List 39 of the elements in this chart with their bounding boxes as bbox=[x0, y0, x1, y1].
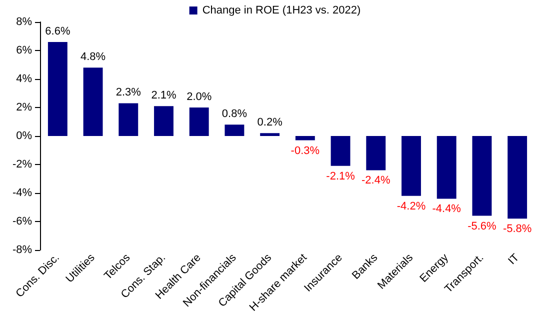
bar bbox=[260, 133, 280, 136]
data-label: -4.2% bbox=[396, 200, 426, 212]
data-label: -2.4% bbox=[362, 174, 390, 187]
bar bbox=[330, 136, 350, 166]
data-label: -5.8% bbox=[502, 223, 532, 236]
y-tick-label: 0% bbox=[16, 130, 32, 142]
bar bbox=[366, 136, 386, 170]
bar bbox=[436, 136, 456, 199]
bar bbox=[472, 136, 492, 216]
bar bbox=[224, 124, 244, 136]
data-label: 6.6% bbox=[45, 25, 70, 38]
bar bbox=[118, 103, 138, 136]
bar bbox=[48, 42, 68, 136]
data-label: 2.3% bbox=[116, 86, 142, 99]
y-tick-label: 2% bbox=[16, 102, 32, 114]
data-label: -0.3% bbox=[290, 144, 320, 157]
bar bbox=[83, 68, 103, 136]
bar bbox=[154, 106, 174, 136]
data-label: 0.2% bbox=[257, 116, 283, 129]
data-label: -2.1% bbox=[326, 170, 356, 182]
x-tick-label: IT bbox=[506, 252, 522, 268]
data-label: 0.8% bbox=[222, 108, 248, 120]
data-label: 2.0% bbox=[186, 91, 212, 103]
y-tick-label: 8% bbox=[16, 16, 32, 28]
data-label: 4.8% bbox=[80, 51, 106, 64]
y-tick-label: 6% bbox=[16, 44, 32, 56]
bar bbox=[295, 136, 315, 140]
data-label: -5.6% bbox=[468, 220, 497, 232]
y-tick-label: 4% bbox=[16, 73, 32, 85]
y-tick-label: -8% bbox=[12, 244, 32, 256]
y-tick-label: -6% bbox=[12, 216, 32, 228]
data-label: 2.1% bbox=[151, 90, 176, 102]
y-tick-label: -2% bbox=[12, 158, 32, 170]
legend-label: Change in ROE (1H23 vs. 2022) bbox=[202, 4, 361, 16]
bar bbox=[508, 136, 528, 219]
data-label: -4.4% bbox=[432, 203, 462, 216]
y-tick-label: -4% bbox=[12, 187, 32, 199]
bar bbox=[402, 136, 421, 196]
bar bbox=[189, 108, 209, 136]
